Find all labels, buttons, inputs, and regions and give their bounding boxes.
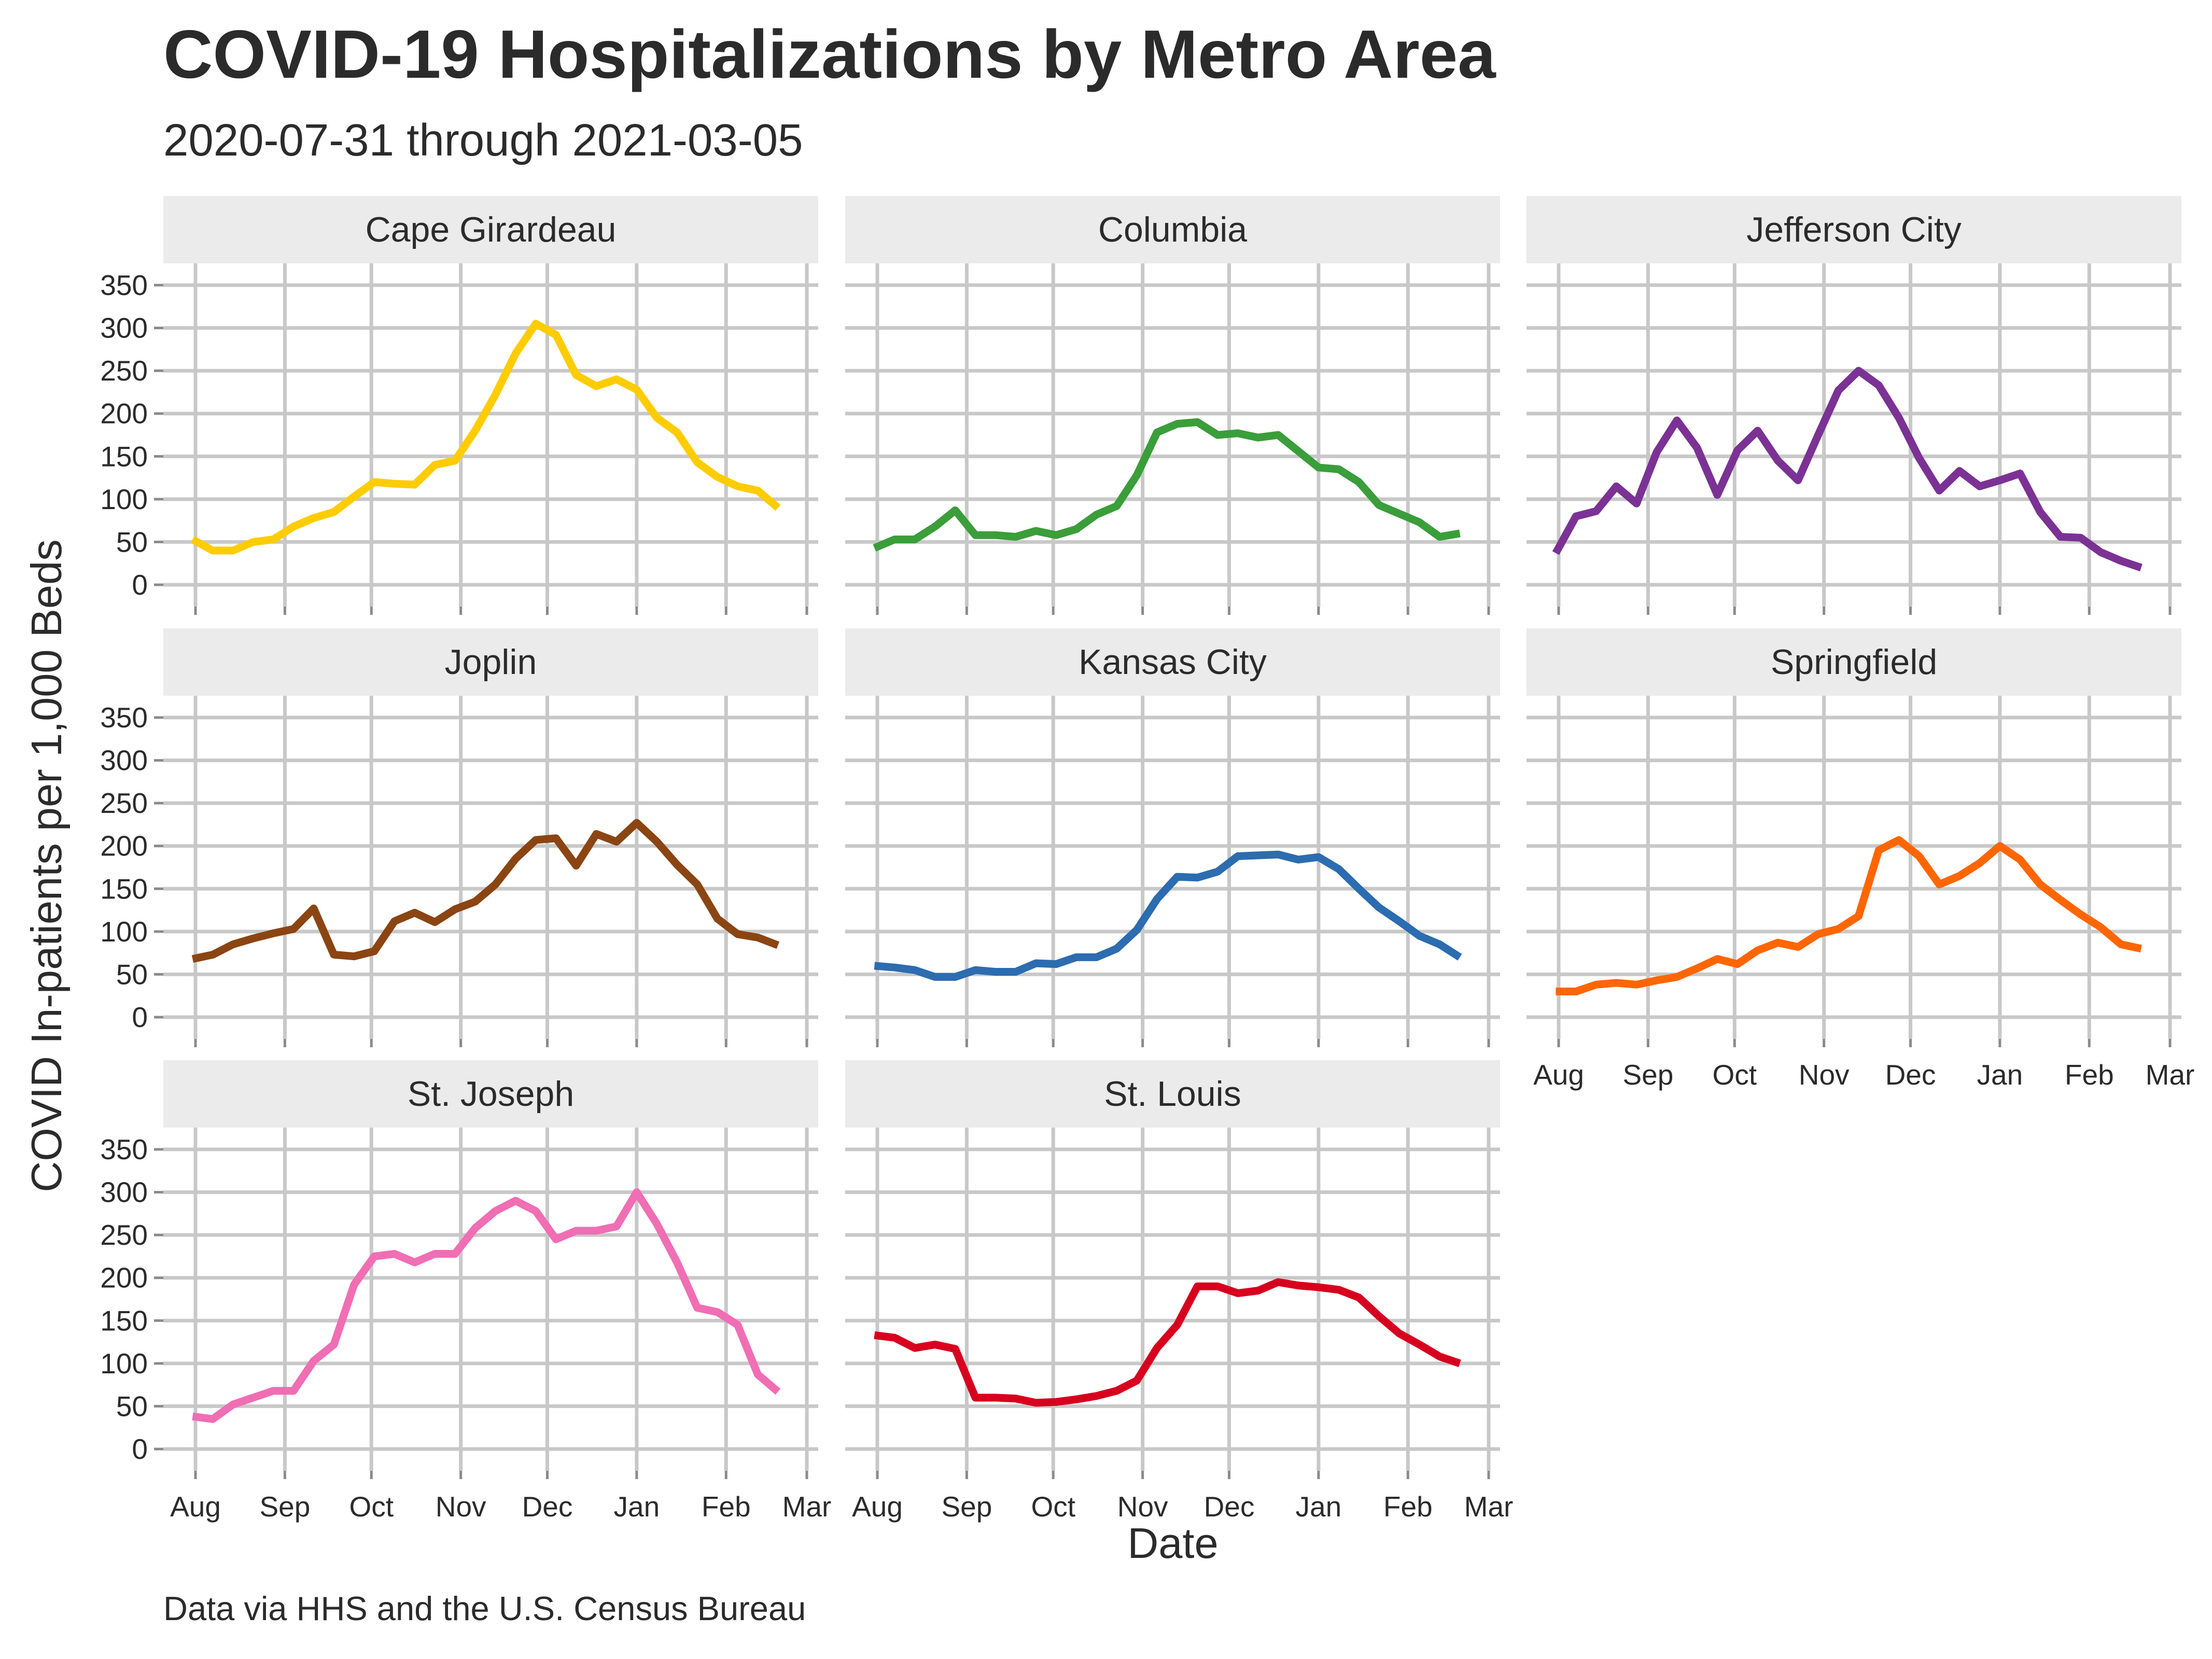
series-line-joplin: [191, 819, 780, 963]
y-tick-label: 50: [116, 526, 148, 558]
series-line-columbia: [873, 418, 1461, 552]
chart-subtitle: 2020-07-31 through 2021-03-05: [163, 115, 803, 165]
y-tick-label: 300: [100, 312, 148, 344]
panel-st-louis: St. Louis Aug Sep Oct Nov Dec Jan Feb Mar: [845, 1060, 1513, 1523]
x-axis-title: Date: [1127, 1519, 1218, 1567]
y-tick-label: 250: [100, 355, 148, 387]
x-tick-label: Nov: [436, 1491, 486, 1523]
x-tick-label: Dec: [1885, 1059, 1936, 1091]
chart-title: COVID-19 Hospitalizations by Metro Area: [163, 16, 1496, 92]
strip-label-jefferson-city: Jefferson City: [1746, 210, 1961, 249]
x-tick-label: Aug: [170, 1491, 221, 1523]
panel-springfield: Springfield Aug Sep Oct Nov Dec Jan Feb Mar: [1527, 628, 2194, 1091]
panel-columbia: Columbia: [845, 196, 1500, 615]
y-tick-label: 300: [100, 1176, 148, 1208]
strip-label-springfield: Springfield: [1771, 642, 1937, 682]
series-line-st-louis: [874, 1278, 1461, 1407]
strip-label-joplin: Joplin: [445, 642, 537, 682]
x-tick-label: Aug: [852, 1491, 903, 1523]
y-tick-label: 150: [100, 873, 148, 905]
x-tick-label: Sep: [1622, 1059, 1673, 1091]
series-line-jefferson-city: [1552, 367, 2143, 572]
panel-st-joseph: St. Joseph 0 50 100 150 200 250 300 350 Aug Sep Oct…: [100, 1060, 831, 1523]
x-tick-label: Aug: [1533, 1059, 1584, 1091]
x-tick-label: Oct: [349, 1491, 394, 1523]
y-tick-label: 100: [100, 1347, 148, 1380]
x-tick-label: Jan: [1296, 1491, 1342, 1523]
strip-columbia: [845, 196, 1500, 263]
x-tick-label: Feb: [702, 1491, 751, 1523]
y-tick-label: 250: [100, 1219, 148, 1251]
series-line-st-joseph: [192, 1188, 781, 1423]
strip-label-kansas-city: Kansas City: [1079, 642, 1267, 682]
x-tick-label: Nov: [1799, 1059, 1850, 1091]
strip-label-st-louis: St. Louis: [1104, 1074, 1241, 1114]
series-line-springfield: [1556, 836, 2142, 995]
x-tick-label: Dec: [1204, 1491, 1255, 1523]
x-tick-label: Jan: [1977, 1059, 2023, 1091]
series-line-cape-girardeau: [190, 319, 781, 555]
panel-kansas-city: Kansas City: [845, 628, 1500, 1047]
x-tick-label: Mar: [782, 1491, 832, 1523]
strip-jefferson-city: [1527, 196, 2181, 263]
strip-joplin: [163, 628, 818, 696]
x-tick-label: Dec: [522, 1491, 573, 1523]
y-tick-label: 0: [132, 1433, 148, 1465]
strip-label-cape-girardeau: Cape Girardeau: [366, 210, 617, 249]
y-tick-label: 300: [100, 744, 148, 777]
strip-kansas-city: [845, 628, 1500, 696]
y-tick-label: 0: [132, 1001, 148, 1033]
y-tick-label: 200: [100, 398, 148, 430]
strip-springfield: [1527, 628, 2181, 696]
y-tick-label: 350: [100, 701, 148, 734]
x-tick-label: Oct: [1031, 1491, 1075, 1523]
y-tick-label: 350: [100, 1133, 148, 1165]
x-tick-label: Nov: [1117, 1491, 1168, 1523]
x-tick-label: Mar: [1464, 1491, 1514, 1523]
y-axis-title: COVID In-patients per 1,000 Beds: [22, 539, 71, 1192]
strip-st-joseph: [163, 1060, 818, 1128]
x-tick-label: Feb: [1383, 1491, 1433, 1523]
x-tick-label: Oct: [1712, 1059, 1757, 1091]
x-tick-label: Feb: [2065, 1059, 2114, 1091]
strip-label-st-joseph: St. Joseph: [408, 1074, 574, 1114]
y-tick-label: 100: [100, 916, 148, 948]
panel-jefferson-city: Jefferson City: [1527, 196, 2181, 615]
y-tick-label: 50: [116, 958, 148, 990]
facet-panels: Cape Girardeau 0 50 100 150 200 250 300 350 Colum…: [100, 196, 2194, 1523]
y-tick-label: 350: [100, 269, 148, 301]
x-tick-label: Sep: [259, 1491, 310, 1523]
series-line-kansas-city: [874, 850, 1462, 981]
panel-cape-girardeau: Cape Girardeau 0 50 100 150 200 250 300 350: [100, 196, 818, 615]
y-tick-label: 150: [100, 1304, 148, 1337]
y-tick-label: 50: [116, 1390, 148, 1422]
strip-cape-girardeau: [163, 196, 818, 263]
strip-st-louis: [845, 1060, 1500, 1128]
panel-joplin: Joplin 0 50 100 150 200 250 300 350: [100, 628, 818, 1047]
y-tick-label: 150: [100, 440, 148, 472]
x-tick-label: Jan: [614, 1491, 660, 1523]
strip-label-columbia: Columbia: [1098, 210, 1247, 249]
x-tick-label: Mar: [2146, 1059, 2195, 1091]
y-tick-label: 0: [132, 569, 148, 601]
y-tick-label: 250: [100, 787, 148, 819]
y-tick-label: 100: [100, 483, 148, 515]
y-tick-label: 200: [100, 830, 148, 862]
chart-caption: Data via HHS and the U.S. Census Bureau: [163, 1590, 806, 1627]
y-tick-label: 200: [100, 1262, 148, 1294]
x-tick-label: Sep: [941, 1491, 992, 1523]
